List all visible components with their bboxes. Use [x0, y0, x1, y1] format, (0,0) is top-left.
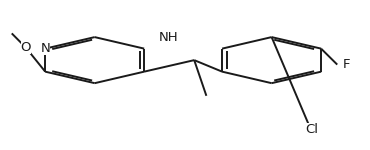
Text: NH: NH	[159, 31, 178, 44]
Text: O: O	[20, 41, 31, 54]
Text: Cl: Cl	[306, 123, 319, 136]
Text: F: F	[343, 58, 350, 71]
Text: N: N	[40, 42, 50, 55]
